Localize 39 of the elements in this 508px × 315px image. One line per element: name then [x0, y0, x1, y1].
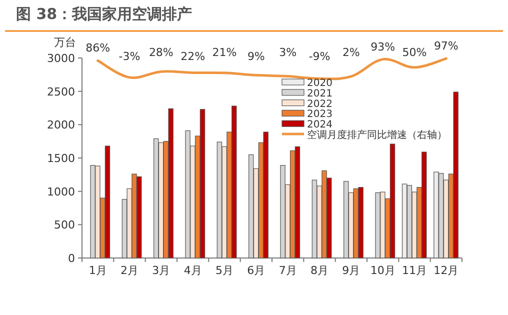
legend-label: 2022	[307, 98, 332, 110]
legend-label: 2021	[307, 88, 332, 100]
x-tick-label: 6月	[247, 264, 266, 277]
data-label: 3%	[279, 46, 297, 59]
x-tick-label: 7月	[278, 264, 297, 277]
y-tick-label: 2000	[47, 118, 75, 132]
x-tick-label: 4月	[184, 264, 202, 277]
chart-title: 图 38：我国家用空调排产	[16, 5, 192, 23]
data-label: 50%	[402, 46, 427, 59]
x-tick-label: 9月	[342, 264, 360, 277]
data-label: 21%	[212, 46, 237, 59]
y-tick-label: 1000	[47, 185, 75, 198]
x-tick-label: 3月	[152, 264, 170, 277]
legend-label: 2020	[307, 78, 332, 89]
data-label: 22%	[180, 50, 206, 63]
data-label: 9%	[247, 50, 265, 63]
y-tick-label: 3000	[47, 52, 75, 65]
y-tick-label: 0	[68, 252, 75, 265]
x-tick-label: 10月	[370, 264, 396, 277]
y-axis-title: 万台	[54, 36, 76, 49]
x-tick-label: 11月	[402, 264, 427, 277]
data-label: 86%	[86, 42, 110, 55]
data-label: 97%	[434, 40, 458, 53]
legend-label: 2024	[307, 120, 332, 131]
x-tick-label: 8月	[310, 264, 328, 277]
data-label: -9%	[308, 50, 330, 63]
x-tick-label: 1月	[88, 264, 107, 277]
y-tick-label: 500	[54, 218, 75, 232]
data-label: 28%	[148, 46, 174, 59]
x-tick-label: 5月	[216, 264, 234, 277]
data-label: 2%	[342, 46, 360, 59]
data-label: 93%	[370, 40, 396, 54]
legend-label: 空调月度排产同比增速（右轴）	[307, 129, 447, 141]
x-tick-label: 12月	[434, 264, 459, 277]
y-tick-label: 1500	[47, 152, 75, 165]
data-label: -3%	[118, 50, 140, 63]
x-tick-label: 2月	[120, 264, 138, 277]
y-tick-label: 2500	[47, 85, 75, 98]
legend-label: 2023	[307, 109, 332, 120]
